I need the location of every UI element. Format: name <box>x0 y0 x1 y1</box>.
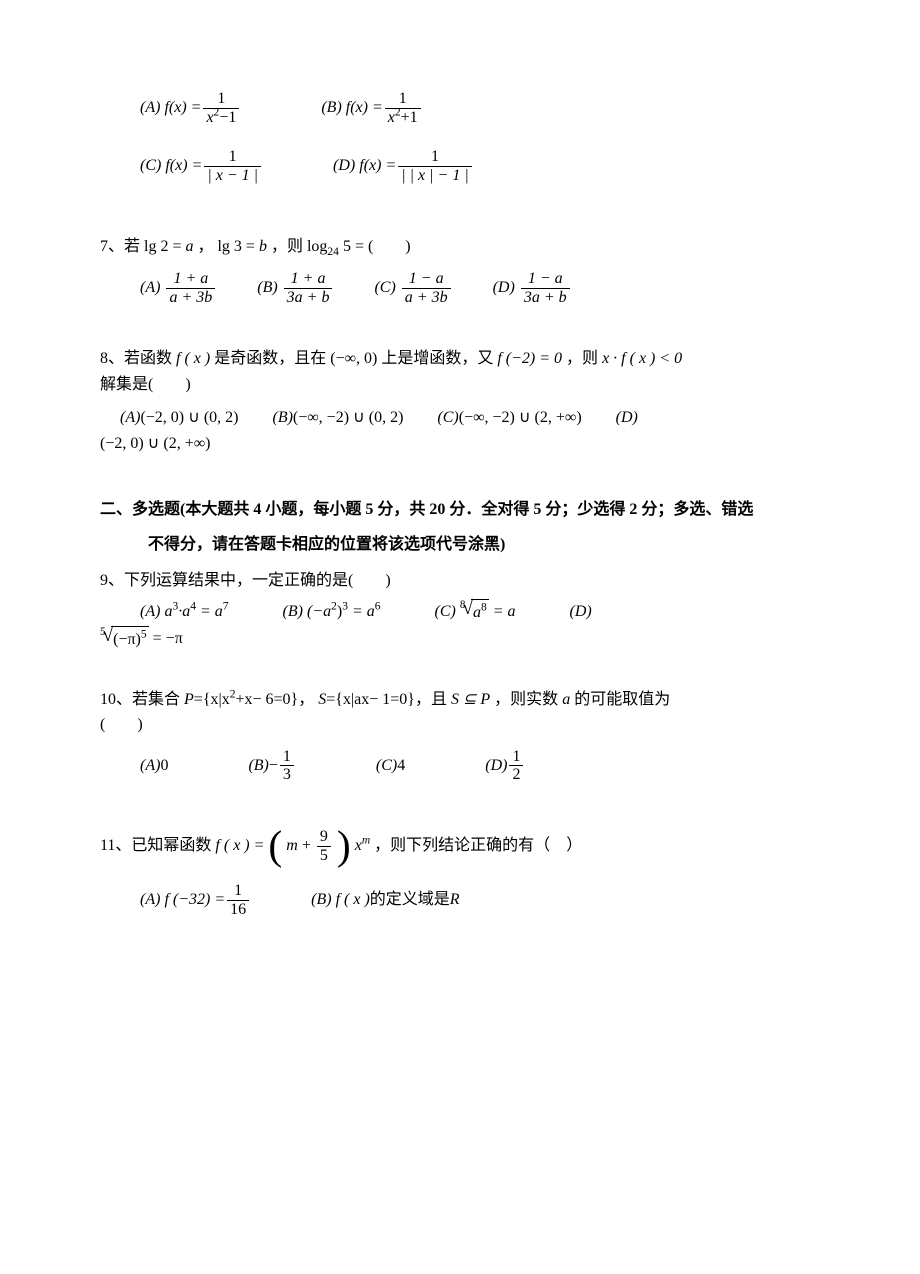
q10-options: (A)0 (B) − 1 3 (C)4 (D) 1 2 <box>140 748 840 784</box>
q6-row2: (C) f(x) = 1 | x − 1 | (D) f(x) = 1 | | … <box>140 148 840 184</box>
q9-options: (A) a3·a4 = a7 (B) (−a2)3 = a6 (C) 8 √ a… <box>140 599 840 652</box>
q8-stem: 8、若函数 f ( x ) 是奇函数，且在 (−∞, 0) 上是增函数，又 f … <box>100 346 840 397</box>
q8-option-d-label: (D) <box>616 409 638 426</box>
rparen-icon: ) <box>337 828 351 863</box>
q11-options-row1: (A) f (−32) = 1 16 (B) f ( x ) 的定义域是 R <box>140 882 840 918</box>
q7-option-c: (C) 1 − a a + 3b <box>374 270 452 306</box>
q8-option-a: (A)(−2, 0) ∪ (0, 2) <box>120 409 242 426</box>
q6-option-d: (D) f(x) = 1 | | x | − 1 | <box>333 148 474 184</box>
q11-option-a: (A) f (−32) = 1 16 <box>140 882 251 918</box>
q6-row1: (A) f(x) = 1 x2−1 (B) f(x) = 1 x2+1 <box>140 90 840 126</box>
q7-stem: 7、若 lg 2 = a ， lg 3 = b ，则 log24 5 = ( ) <box>100 234 840 260</box>
q9-option-a: (A) a3·a4 = a7 <box>140 603 233 620</box>
q10-stem: 10、若集合 P={x|x2+x− 6=0}， S={x|ax− 1=0}，且 … <box>100 687 840 738</box>
q8-option-d-val: (−2, 0) ∪ (2, +∞) <box>100 435 210 452</box>
q6-option-b: (B) f(x) = 1 x2+1 <box>321 90 422 126</box>
q9-stem: 9、下列运算结果中，一定正确的是( ) <box>100 568 840 594</box>
q7-option-b: (B) 1 + a 3a + b <box>257 270 334 306</box>
q10-option-c: (C)4 <box>376 753 405 779</box>
section2-header: 二、多选题(本大题共 4 小题，每小题 5 分，共 20 分．全对得 5 分；少… <box>100 497 840 558</box>
q11-option-b: (B) f ( x ) 的定义域是 R <box>311 887 459 913</box>
q10-option-d: (D) 1 2 <box>485 748 525 784</box>
lparen-icon: ( <box>268 828 282 863</box>
q9-option-d: 5 √ (−π)5 = −π <box>100 630 183 647</box>
q7-option-d: (D) 1 − a 3a + b <box>493 270 572 306</box>
q10-option-b: (B) − 1 3 <box>248 748 295 784</box>
q6-option-c: (C) f(x) = 1 | x − 1 | <box>140 148 263 184</box>
q8-option-c: (C)(−∞, −2) ∪ (2, +∞) <box>437 409 585 426</box>
q8-options: (A)(−2, 0) ∪ (0, 2) (B)(−∞, −2) ∪ (0, 2)… <box>120 405 840 456</box>
q10-option-a: (A)0 <box>140 753 168 779</box>
q8-option-b: (B)(−∞, −2) ∪ (0, 2) <box>272 409 407 426</box>
q9-option-b: (B) (−a2)3 = a6 <box>283 603 385 620</box>
q9-option-d-label: (D) <box>570 603 592 620</box>
q9-option-c: (C) 8 √ a8 = a <box>435 603 520 620</box>
q7-option-a: (A) 1 + a a + 3b <box>140 270 217 306</box>
q11-stem: 11、已知幂函数 f ( x ) = ( m + 9 5 ) xm ，则下列结论… <box>100 828 840 864</box>
q6-option-a: (A) f(x) = 1 x2−1 <box>140 90 241 126</box>
q7-options: (A) 1 + a a + 3b (B) 1 + a 3a + b (C) 1 … <box>140 270 840 306</box>
